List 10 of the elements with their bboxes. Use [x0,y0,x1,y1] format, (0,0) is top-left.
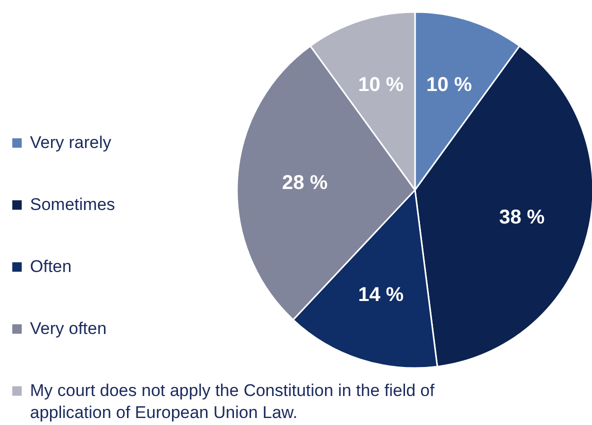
data-label: 38 % [499,206,545,228]
legend-label: Very often [30,319,107,338]
legend-label: Sometimes [30,195,116,214]
legend-label: My court does not apply the Constitution in the field of application of European Union Law. [30,381,435,422]
legend-label: Very rarely [30,133,112,152]
data-label: 28 % [282,172,328,194]
legend-label: Often [30,257,72,276]
data-label: 14 % [358,284,404,306]
data-label: 10 % [358,74,404,96]
data-label: 10 % [426,74,472,96]
